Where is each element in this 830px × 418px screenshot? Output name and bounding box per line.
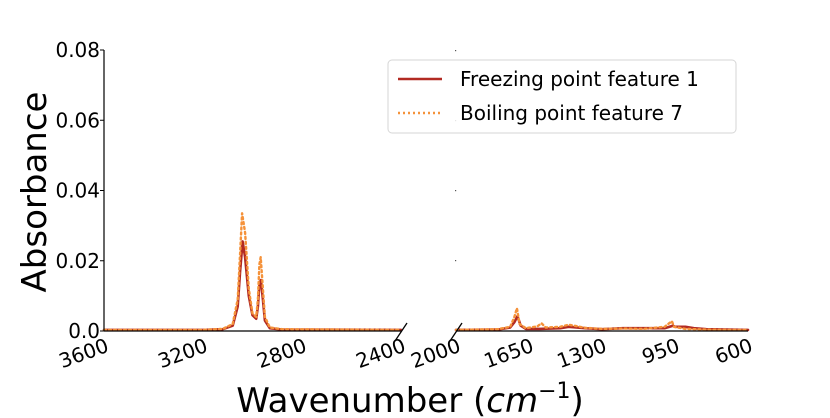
x-tick-label-0-2: 2800 (254, 333, 310, 373)
axis-break-mark-right (449, 322, 463, 342)
legend-label-boiling: Boiling point feature 7 (460, 101, 683, 125)
y-tick-label-2: 0.04 (55, 179, 100, 203)
right-panel-tick-mark-2 (455, 190, 457, 192)
axis-break-mark-left (394, 322, 408, 342)
x-axis-title: Wavenumber (cm−1) (236, 379, 584, 418)
x-axis-title-unit: cm (486, 381, 538, 418)
y-tick-label-4: 0.08 (55, 38, 100, 62)
x-tick-label-1-3: 950 (639, 333, 683, 369)
x-axis-title-label: Wavenumber (236, 381, 462, 418)
x-tick-label-1-4: 600 (712, 333, 756, 369)
x-axis-title-exponent: −1 (538, 379, 570, 404)
y-tick-label-3: 0.06 (55, 108, 100, 132)
legend: Freezing point feature 1 Boiling point f… (387, 59, 737, 134)
y-tick-label-0: 0.0 (68, 319, 100, 343)
x-tick-label-0-3: 2400 (353, 333, 409, 373)
x-tick-label-1-1: 1650 (481, 333, 537, 373)
x-tick-label-1-2: 1300 (554, 333, 610, 373)
y-axis-title: Absorbance (15, 92, 55, 293)
x-tick-label-0-1: 3200 (155, 333, 211, 373)
x-tick-label-1-0: 2000 (408, 333, 464, 373)
y-tick-label-1: 0.02 (55, 249, 100, 273)
series-line-1-segment-0 (102, 212, 403, 332)
right-panel-tick-mark-3 (455, 260, 457, 262)
legend-frame (387, 59, 737, 134)
axes (103, 50, 748, 342)
legend-label-freezing: Freezing point feature 1 (460, 67, 699, 91)
right-panel-tick-mark-0 (455, 50, 457, 52)
plot-lines (102, 212, 750, 332)
series-line-0-segment-0 (102, 240, 403, 332)
series-line-1-segment-1 (454, 307, 750, 332)
